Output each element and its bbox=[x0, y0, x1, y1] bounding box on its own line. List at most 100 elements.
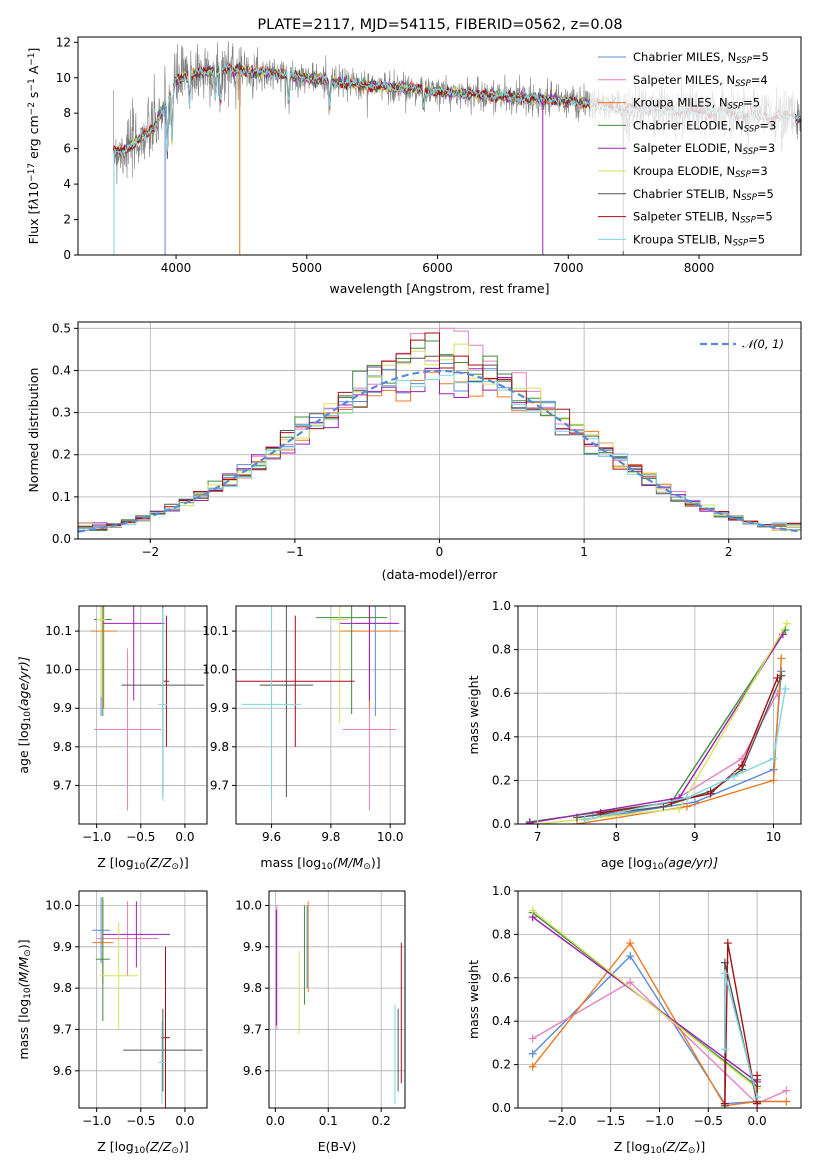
y-tick-label: 0.0 bbox=[492, 1101, 511, 1115]
series-line bbox=[532, 981, 787, 1105]
z-mass-ylabel: mass [log10(M/M⊙)] bbox=[16, 939, 33, 1059]
x-tick-label: 8 bbox=[612, 830, 620, 844]
legend-count: =5 bbox=[757, 187, 774, 201]
y-tick-label: 9.9 bbox=[53, 940, 72, 954]
x-tick-label: 0.0 bbox=[175, 1114, 194, 1128]
label-part: 10 bbox=[23, 987, 33, 999]
legend-sub: SSP bbox=[744, 125, 760, 135]
x-tick-label: −2 bbox=[141, 545, 159, 559]
x-tick-label: 0.0 bbox=[748, 1114, 767, 1128]
label-part: −1 bbox=[27, 78, 37, 91]
z-massweight-overlay: −2.0 −1.5 −1.0 −0.5 0.0 0.0 0.2 0.4 0.6 0.8 1.0 bbox=[492, 884, 802, 1128]
label-part: )] bbox=[695, 1139, 705, 1154]
y-tick-label: 9.8 bbox=[53, 981, 72, 995]
normal-curve bbox=[78, 369, 801, 533]
y-tick-label: 9.9 bbox=[210, 701, 229, 715]
y-tick-label: 9.6 bbox=[243, 1064, 262, 1078]
mass-age-axes bbox=[236, 606, 405, 824]
spectrum-frame bbox=[77, 36, 802, 256]
x-tick-label: 1 bbox=[580, 545, 588, 559]
legend-entry: Chabrier MILES, NSSP=5 bbox=[633, 50, 769, 66]
y-tick-label: 0.2 bbox=[492, 773, 511, 787]
legend-name: Chabrier STELIB, N bbox=[633, 187, 741, 201]
series-marker bbox=[528, 1062, 537, 1071]
age-massweight-frame bbox=[517, 605, 802, 825]
x-tick-label: −1.0 bbox=[82, 830, 111, 844]
y-tick-label: 0.3 bbox=[52, 406, 71, 420]
series-marker bbox=[769, 776, 778, 785]
z-age-overlay: −1.0 −0.5 0.0 9.7 9.8 9.9 10.0 10.1 bbox=[45, 605, 208, 844]
x-tick-label: 7000 bbox=[553, 261, 584, 275]
legend-count: =3 bbox=[758, 141, 775, 155]
x-tick-label: 9.6 bbox=[262, 830, 281, 844]
legend-sub: SSP bbox=[735, 170, 751, 180]
legend-sub: SSP bbox=[736, 56, 752, 66]
series-marker bbox=[773, 673, 782, 682]
label-part: ⊙ bbox=[688, 1146, 696, 1156]
spectrum-ylabel: Flux [fλ10−17 erg cm−2 s−1 A−1] bbox=[26, 48, 41, 245]
y-tick-label: 0.4 bbox=[52, 363, 71, 377]
z-mass-marks bbox=[92, 897, 203, 1108]
plot-layer: 4000 5000 6000 7000 8000024681012wavelength … bbox=[16, 35, 802, 1156]
age-massweight-overlay: 7 8 9 10 0.0 0.2 0.4 0.6 0.8 1.0 bbox=[492, 599, 802, 844]
series-marker bbox=[720, 969, 729, 978]
label-part: Z [log bbox=[97, 1139, 133, 1154]
y-tick-label: 9.7 bbox=[53, 778, 72, 792]
label-part: 10 bbox=[134, 1146, 146, 1156]
x-tick-label: −0.5 bbox=[126, 1114, 155, 1128]
x-tick-label: −1 bbox=[286, 545, 304, 559]
y-tick-label: 0.5 bbox=[52, 321, 71, 335]
y-tick-label: 0.6 bbox=[492, 686, 511, 700]
mass-age-xlabel: mass [log10(M/M⊙)] bbox=[260, 855, 380, 872]
label-part: ⊙ bbox=[171, 1146, 179, 1156]
label-part: (M/M bbox=[16, 957, 31, 988]
legend-entry: Kroupa MILES, NSSP=5 bbox=[633, 96, 760, 112]
y-tick-label: 10.0 bbox=[202, 663, 229, 677]
label-part: (age/yr)] bbox=[16, 656, 31, 711]
x-tick-label: −0.5 bbox=[694, 1114, 723, 1128]
label-part: −2 bbox=[27, 102, 37, 115]
y-tick-label: 9.7 bbox=[210, 778, 229, 792]
label-part: mass [log bbox=[260, 855, 321, 870]
legend-entry: Kroupa ELODIE, NSSP=3 bbox=[633, 164, 768, 180]
y-tick-label: 9.7 bbox=[243, 1022, 262, 1036]
series-marker bbox=[533, 820, 542, 824]
y-tick-label: 9.6 bbox=[53, 1064, 72, 1078]
z-massweight-xlabel: Z [log10(Z/Z⊙)] bbox=[614, 1139, 705, 1156]
series-line bbox=[592, 692, 779, 816]
z-mass-overlay: −1.0 −0.5 0.0 9.6 9.7 9.8 9.9 10.0 bbox=[45, 890, 208, 1128]
series-marker bbox=[675, 804, 684, 813]
y-tick-label: 0.4 bbox=[492, 730, 511, 744]
y-tick-label: 2 bbox=[63, 213, 71, 227]
series-marker bbox=[706, 789, 715, 798]
series-marker bbox=[782, 619, 791, 628]
y-tick-label: 10.1 bbox=[45, 624, 72, 638]
age-massweight-axes bbox=[518, 605, 801, 825]
ebv-mass-xlabel: E(B-V) bbox=[318, 1139, 357, 1154]
series-marker bbox=[572, 813, 581, 822]
x-tick-label: 9 bbox=[691, 830, 699, 844]
legend-entry: Salpeter MILES, NSSP=4 bbox=[633, 73, 768, 89]
y-tick-label: 10.1 bbox=[202, 624, 229, 638]
label-part: Z [log bbox=[97, 855, 133, 870]
residuals-overlay: −2 −1 0 1 2 0.0 0.1 0.2 0.3 0.4 0.5 bbox=[52, 321, 802, 559]
legend-name: Kroupa MILES, N bbox=[633, 96, 728, 110]
y-tick-label: 10.0 bbox=[235, 898, 262, 912]
hist-kroupa-stelib bbox=[78, 374, 801, 529]
z-massweight-marks bbox=[528, 906, 791, 1108]
series-marker bbox=[580, 815, 589, 824]
mass-age-frame bbox=[235, 605, 406, 825]
y-tick-label: 9.9 bbox=[243, 940, 262, 954]
series-marker bbox=[528, 1034, 537, 1043]
label-part: age [log bbox=[601, 855, 652, 870]
series-marker bbox=[753, 1071, 762, 1080]
series-marker bbox=[769, 754, 778, 763]
ebv-mass-marks bbox=[275, 901, 402, 1104]
label-part: 10 bbox=[650, 1146, 662, 1156]
series-line bbox=[529, 633, 784, 824]
y-tick-label: 9.9 bbox=[53, 701, 72, 715]
label-part: ⊙ bbox=[363, 862, 371, 872]
y-tick-label: 0.2 bbox=[492, 1058, 511, 1072]
label-part: (Z/Z bbox=[662, 1139, 689, 1154]
x-tick-label: 7 bbox=[534, 830, 542, 844]
